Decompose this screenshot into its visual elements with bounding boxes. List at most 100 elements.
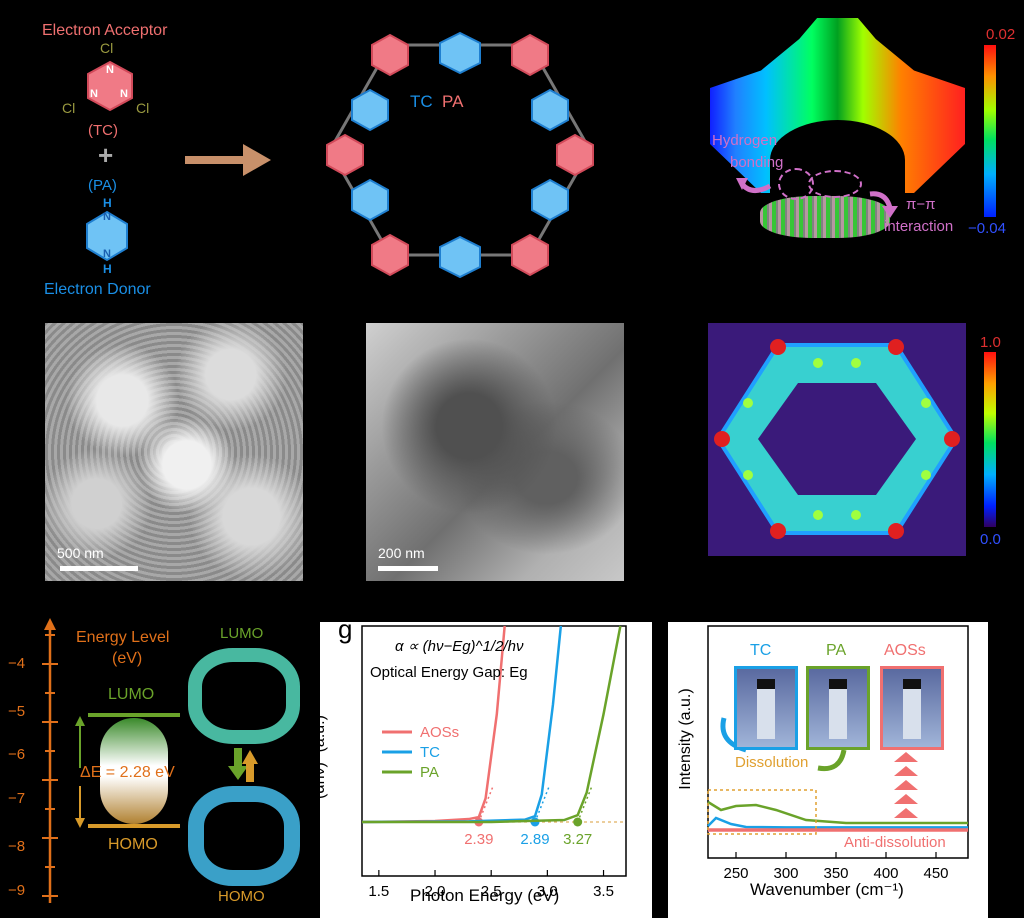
pa-label: (PA) <box>88 177 117 194</box>
reaction-arrow <box>185 144 271 176</box>
vial-aoss-label: AOSs <box>884 642 926 659</box>
orbital-lumo-label: LUMO <box>220 625 264 642</box>
spectra-x-tick-label: 450 <box>923 865 948 882</box>
tc-n-left: N <box>90 88 98 100</box>
gap-arrow <box>75 716 85 828</box>
interaction-label: interaction <box>884 218 954 235</box>
tauc-equation: α ∝ (hν−Eg)^1/2/hν <box>395 638 524 655</box>
elf-ring <box>714 339 960 539</box>
tauc-x-tick-label: 2.5 <box>481 883 502 900</box>
tick-m5: −5 <box>8 703 26 720</box>
tauc-tangent-pa <box>576 786 593 823</box>
anti-dissolution-label: Anti-dissolution <box>844 834 946 851</box>
homo-level <box>88 824 180 828</box>
ring-tc-label: TC <box>410 92 433 111</box>
esp-scale-top: 0.02 <box>986 26 1016 43</box>
ring-backbone <box>328 43 592 257</box>
anti-dissolution-arrow-chevron <box>894 780 918 790</box>
molecule-slab <box>760 196 890 238</box>
intensity-ylabel: Intensity (a.u.) <box>677 688 694 790</box>
tem-scale-label: 200 nm <box>378 545 425 561</box>
energy-axis <box>42 618 58 903</box>
sem-scalebar <box>60 566 138 571</box>
pipi-label: π−π <box>906 196 936 213</box>
tauc-ylabel: (αhν)² (a.u.) <box>311 715 328 799</box>
plus-sign: + <box>98 140 114 170</box>
panel-g-letter: g <box>338 614 353 644</box>
tauc-onset-point-pa <box>573 817 583 827</box>
lumo-orbital-ring <box>188 648 300 744</box>
homo-orbital-ring <box>188 786 300 886</box>
tauc-chart: 1.5 2.0 2.5 3.0 3.5 2.39 AOSs 2.89 TC 3.27 PA <box>361 625 627 900</box>
spectra-series-pa <box>707 800 968 825</box>
tauc-series-pa <box>362 625 622 824</box>
orbital-homo-label: HOMO <box>218 888 265 905</box>
spectra-x-tick-label: 250 <box>723 865 748 882</box>
pa-n-top: N <box>103 211 111 223</box>
tc-molecule <box>87 60 133 112</box>
pa-molecule <box>86 210 128 262</box>
pa-n-bottom: N <box>103 248 111 260</box>
tauc-x-tick-label: 3.0 <box>537 883 558 900</box>
vial-aoss <box>880 666 944 750</box>
gap-capsule <box>100 718 168 824</box>
dissolution-highlight-box <box>707 789 817 835</box>
spectra-series-tc <box>707 816 968 829</box>
tauc-gap-note: Optical Energy Gap: Eg <box>370 664 528 681</box>
esp-scale-bottom: −0.04 <box>968 220 1006 237</box>
bonding-label: bonding <box>730 154 784 171</box>
tauc-series-tc <box>361 625 563 824</box>
panel-g-plot-bg <box>320 622 652 918</box>
tauc-legend-label-aoss: AOSs <box>420 724 459 741</box>
tc-label: (TC) <box>88 122 118 139</box>
spectra-axes-frame <box>707 625 969 859</box>
pa-h-top: H <box>103 196 112 210</box>
cl-top-label: Cl <box>100 40 114 56</box>
dissolution-label: Dissolution <box>735 754 809 771</box>
tauc-axes-frame <box>361 625 627 877</box>
tauc-tangent-aoss <box>478 786 494 823</box>
wavenumber-xlabel: Wavenumber (cm⁻¹) <box>750 880 904 899</box>
panel-b-ring-structure <box>326 31 594 279</box>
tick-m7: −7 <box>8 790 26 807</box>
tauc-onset-label-tc: 2.89 <box>520 831 549 848</box>
spectra-x-tick-label: 300 <box>773 865 798 882</box>
vial-pa <box>806 666 870 750</box>
vial-pa-label: PA <box>826 642 847 659</box>
tauc-onset-label-aoss: 2.39 <box>464 831 493 848</box>
ring-pa-label: PA <box>442 92 464 111</box>
tauc-onset-label-pa: 3.27 <box>563 831 592 848</box>
pa-units <box>351 31 569 279</box>
tauc-x-tick-label: 1.5 <box>368 883 389 900</box>
lumo-label: LUMO <box>108 686 155 703</box>
tc-n-top: N <box>106 64 114 76</box>
spectra-x-tick-label: 350 <box>823 865 848 882</box>
esp-colorbar <box>984 45 996 217</box>
anti-dissolution-arrow-chevron <box>894 752 918 762</box>
hydrogen-label: Hydrogen <box>712 132 778 149</box>
cl-right-label: Cl <box>136 100 150 116</box>
tc-n-right: N <box>120 88 128 100</box>
tick-m6: −6 <box>8 746 26 763</box>
tauc-legend-label-tc: TC <box>420 744 440 761</box>
homo-label: HOMO <box>108 836 158 853</box>
anti-dissolution-arrow-chevron <box>894 808 918 818</box>
tauc-x-tick-label: 2.0 <box>425 883 446 900</box>
acceptor-title: Electron Acceptor <box>42 22 168 39</box>
donor-title: Electron Donor <box>44 281 151 298</box>
pa-h-bottom: H <box>103 262 112 276</box>
pipi-arrow <box>869 191 898 218</box>
energy-title: Energy Level <box>76 629 170 646</box>
sem-scale-label: 500 nm <box>57 545 104 561</box>
transition-arrow <box>228 748 258 782</box>
tick-m4: −4 <box>8 655 26 672</box>
elf-scale-bottom: 0.0 <box>980 531 1001 548</box>
tem-image: 200 nm <box>366 323 624 581</box>
energy-unit: (eV) <box>112 650 143 667</box>
anti-dissolution-arrow-chevron <box>894 794 918 804</box>
pipi-ring <box>808 170 862 198</box>
vial-tc-label: TC <box>750 642 772 659</box>
tauc-x-tick-label: 3.5 <box>593 883 614 900</box>
elf-map <box>708 323 966 556</box>
tick-m8: −8 <box>8 838 26 855</box>
